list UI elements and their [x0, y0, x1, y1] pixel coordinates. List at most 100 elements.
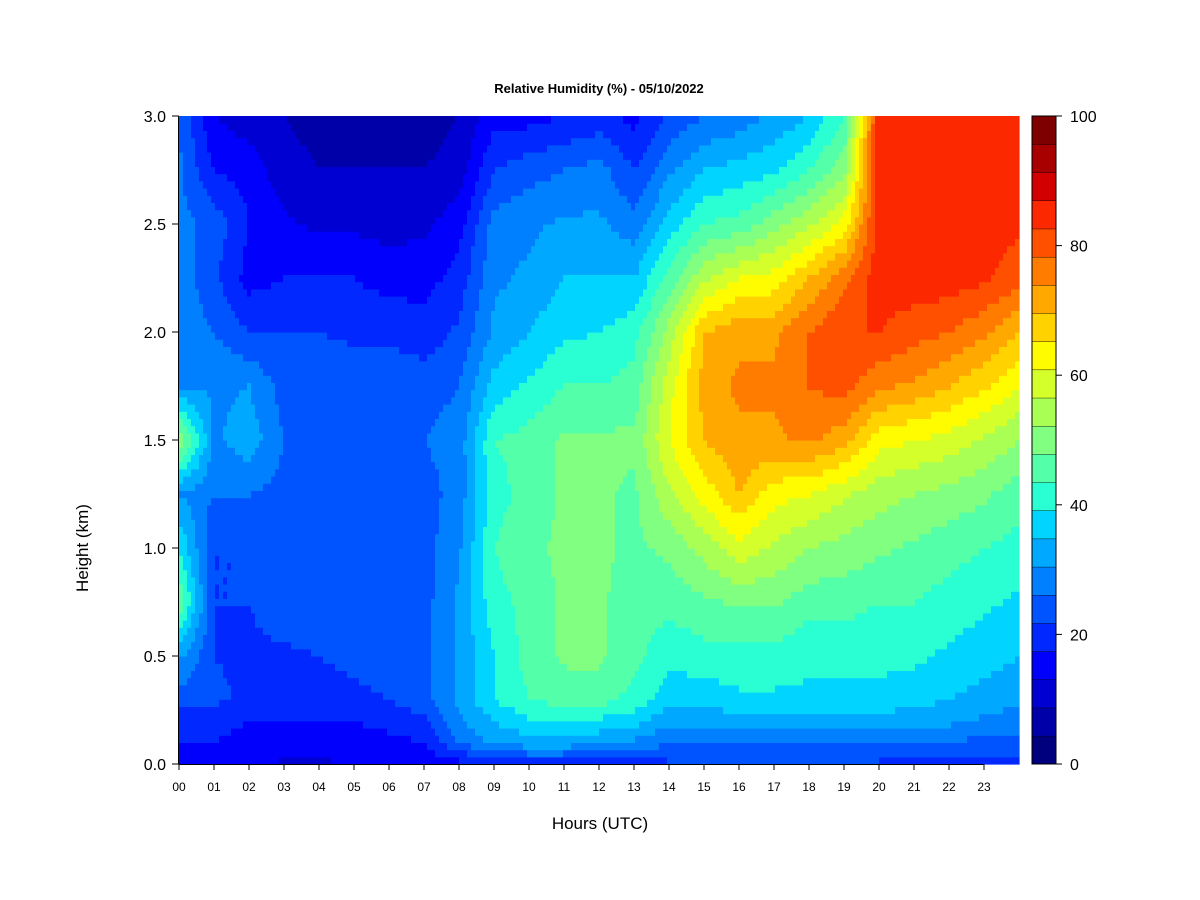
heatmap-cell: [391, 382, 396, 391]
heatmap-cell: [343, 504, 348, 513]
heatmap-cell: [355, 411, 360, 419]
heatmap-cell: [299, 634, 304, 643]
heatmap-cell: [283, 267, 288, 275]
heatmap-cell: [387, 382, 392, 391]
heatmap-cell: [367, 656, 372, 664]
heatmap-cell: [275, 641, 280, 650]
heatmap-cell: [199, 677, 204, 686]
heatmap-cell: [291, 555, 296, 563]
heatmap-cell: [247, 749, 252, 758]
heatmap-cell: [315, 159, 320, 167]
heatmap-cell: [251, 584, 256, 592]
heatmap-cell: [367, 692, 372, 700]
heatmap-cell: [235, 425, 240, 434]
heatmap-cell: [331, 533, 336, 542]
heatmap-cell: [351, 634, 356, 643]
heatmap-cell: [383, 123, 388, 131]
heatmap-cell: [179, 195, 184, 203]
heatmap-cell: [239, 339, 244, 347]
heatmap-cell: [311, 699, 316, 707]
heatmap-cell: [179, 152, 184, 160]
heatmap-cell: [343, 497, 348, 506]
heatmap-cell: [395, 224, 400, 232]
heatmap-cell: [279, 497, 284, 506]
heatmap-cell: [263, 332, 268, 340]
heatmap-cell: [259, 404, 264, 412]
heatmap-cell: [339, 548, 344, 556]
heatmap-cell: [223, 231, 228, 239]
heatmap-cell: [387, 749, 392, 758]
heatmap-cell: [371, 519, 376, 527]
heatmap-cell: [367, 281, 372, 290]
heatmap-cell: [271, 656, 276, 664]
heatmap-cell: [231, 735, 236, 743]
heatmap-cell: [267, 159, 272, 167]
heatmap-cell: [255, 742, 260, 751]
heatmap-cell: [207, 627, 212, 635]
heatmap-cell: [211, 591, 216, 599]
heatmap-cell: [271, 382, 276, 391]
heatmap-cell: [295, 288, 300, 297]
heatmap-cell: [271, 620, 276, 628]
heatmap-cell: [359, 598, 364, 607]
heatmap-cell: [191, 519, 196, 527]
heatmap-cell: [275, 483, 280, 491]
heatmap-cell: [215, 353, 220, 362]
heatmap-cell: [359, 180, 364, 189]
heatmap-cell: [355, 368, 360, 376]
heatmap-cell: [199, 756, 204, 765]
heatmap-cell: [187, 180, 192, 189]
heatmap-cell: [227, 260, 232, 268]
heatmap-cell: [235, 648, 240, 657]
heatmap-cell: [287, 166, 292, 175]
heatmap-cell: [211, 382, 216, 391]
heatmap-cell: [235, 555, 240, 563]
heatmap-cell: [227, 706, 232, 715]
heatmap-cell: [299, 382, 304, 391]
heatmap-cell: [319, 195, 324, 203]
heatmap-cell: [263, 663, 268, 671]
heatmap-cell: [203, 209, 208, 218]
heatmap-cell: [387, 310, 392, 319]
heatmap-cell: [371, 368, 376, 376]
heatmap-cell: [247, 130, 252, 139]
heatmap-cell: [271, 274, 276, 283]
plot-area: [179, 116, 1020, 765]
heatmap-cell: [375, 526, 380, 535]
heatmap-cell: [183, 152, 188, 160]
heatmap-cell: [295, 188, 300, 196]
heatmap-cell: [207, 468, 212, 477]
heatmap-cell: [219, 756, 224, 765]
heatmap-cell: [279, 209, 284, 218]
heatmap-cell: [379, 216, 384, 225]
heatmap-cell: [391, 418, 396, 427]
heatmap-cell: [351, 656, 356, 664]
heatmap-cell: [319, 742, 324, 751]
heatmap-cell: [379, 231, 384, 239]
heatmap-cell: [231, 152, 236, 160]
heatmap-cell: [267, 303, 272, 311]
heatmap-cell: [239, 238, 244, 247]
heatmap-cell: [211, 130, 216, 139]
heatmap-cell: [199, 483, 204, 491]
heatmap-cell: [195, 699, 200, 707]
heatmap-cell: [315, 627, 320, 635]
heatmap-cell: [359, 620, 364, 628]
heatmap-cell: [391, 562, 396, 571]
heatmap-cell: [191, 173, 196, 182]
heatmap-cell: [263, 468, 268, 477]
heatmap-cell: [335, 598, 340, 607]
heatmap-cell: [279, 281, 284, 290]
heatmap-cell: [183, 238, 188, 247]
heatmap-cell: [191, 497, 196, 506]
heatmap-cell: [223, 324, 228, 333]
heatmap-cell: [319, 692, 324, 700]
heatmap-cell: [343, 749, 348, 758]
heatmap-cell: [287, 699, 292, 707]
heatmap-cell: [351, 591, 356, 599]
heatmap-cell: [367, 324, 372, 333]
heatmap-cell: [363, 598, 368, 607]
heatmap-cell: [263, 735, 268, 743]
heatmap-cell: [323, 382, 328, 391]
heatmap-cell: [247, 281, 252, 290]
